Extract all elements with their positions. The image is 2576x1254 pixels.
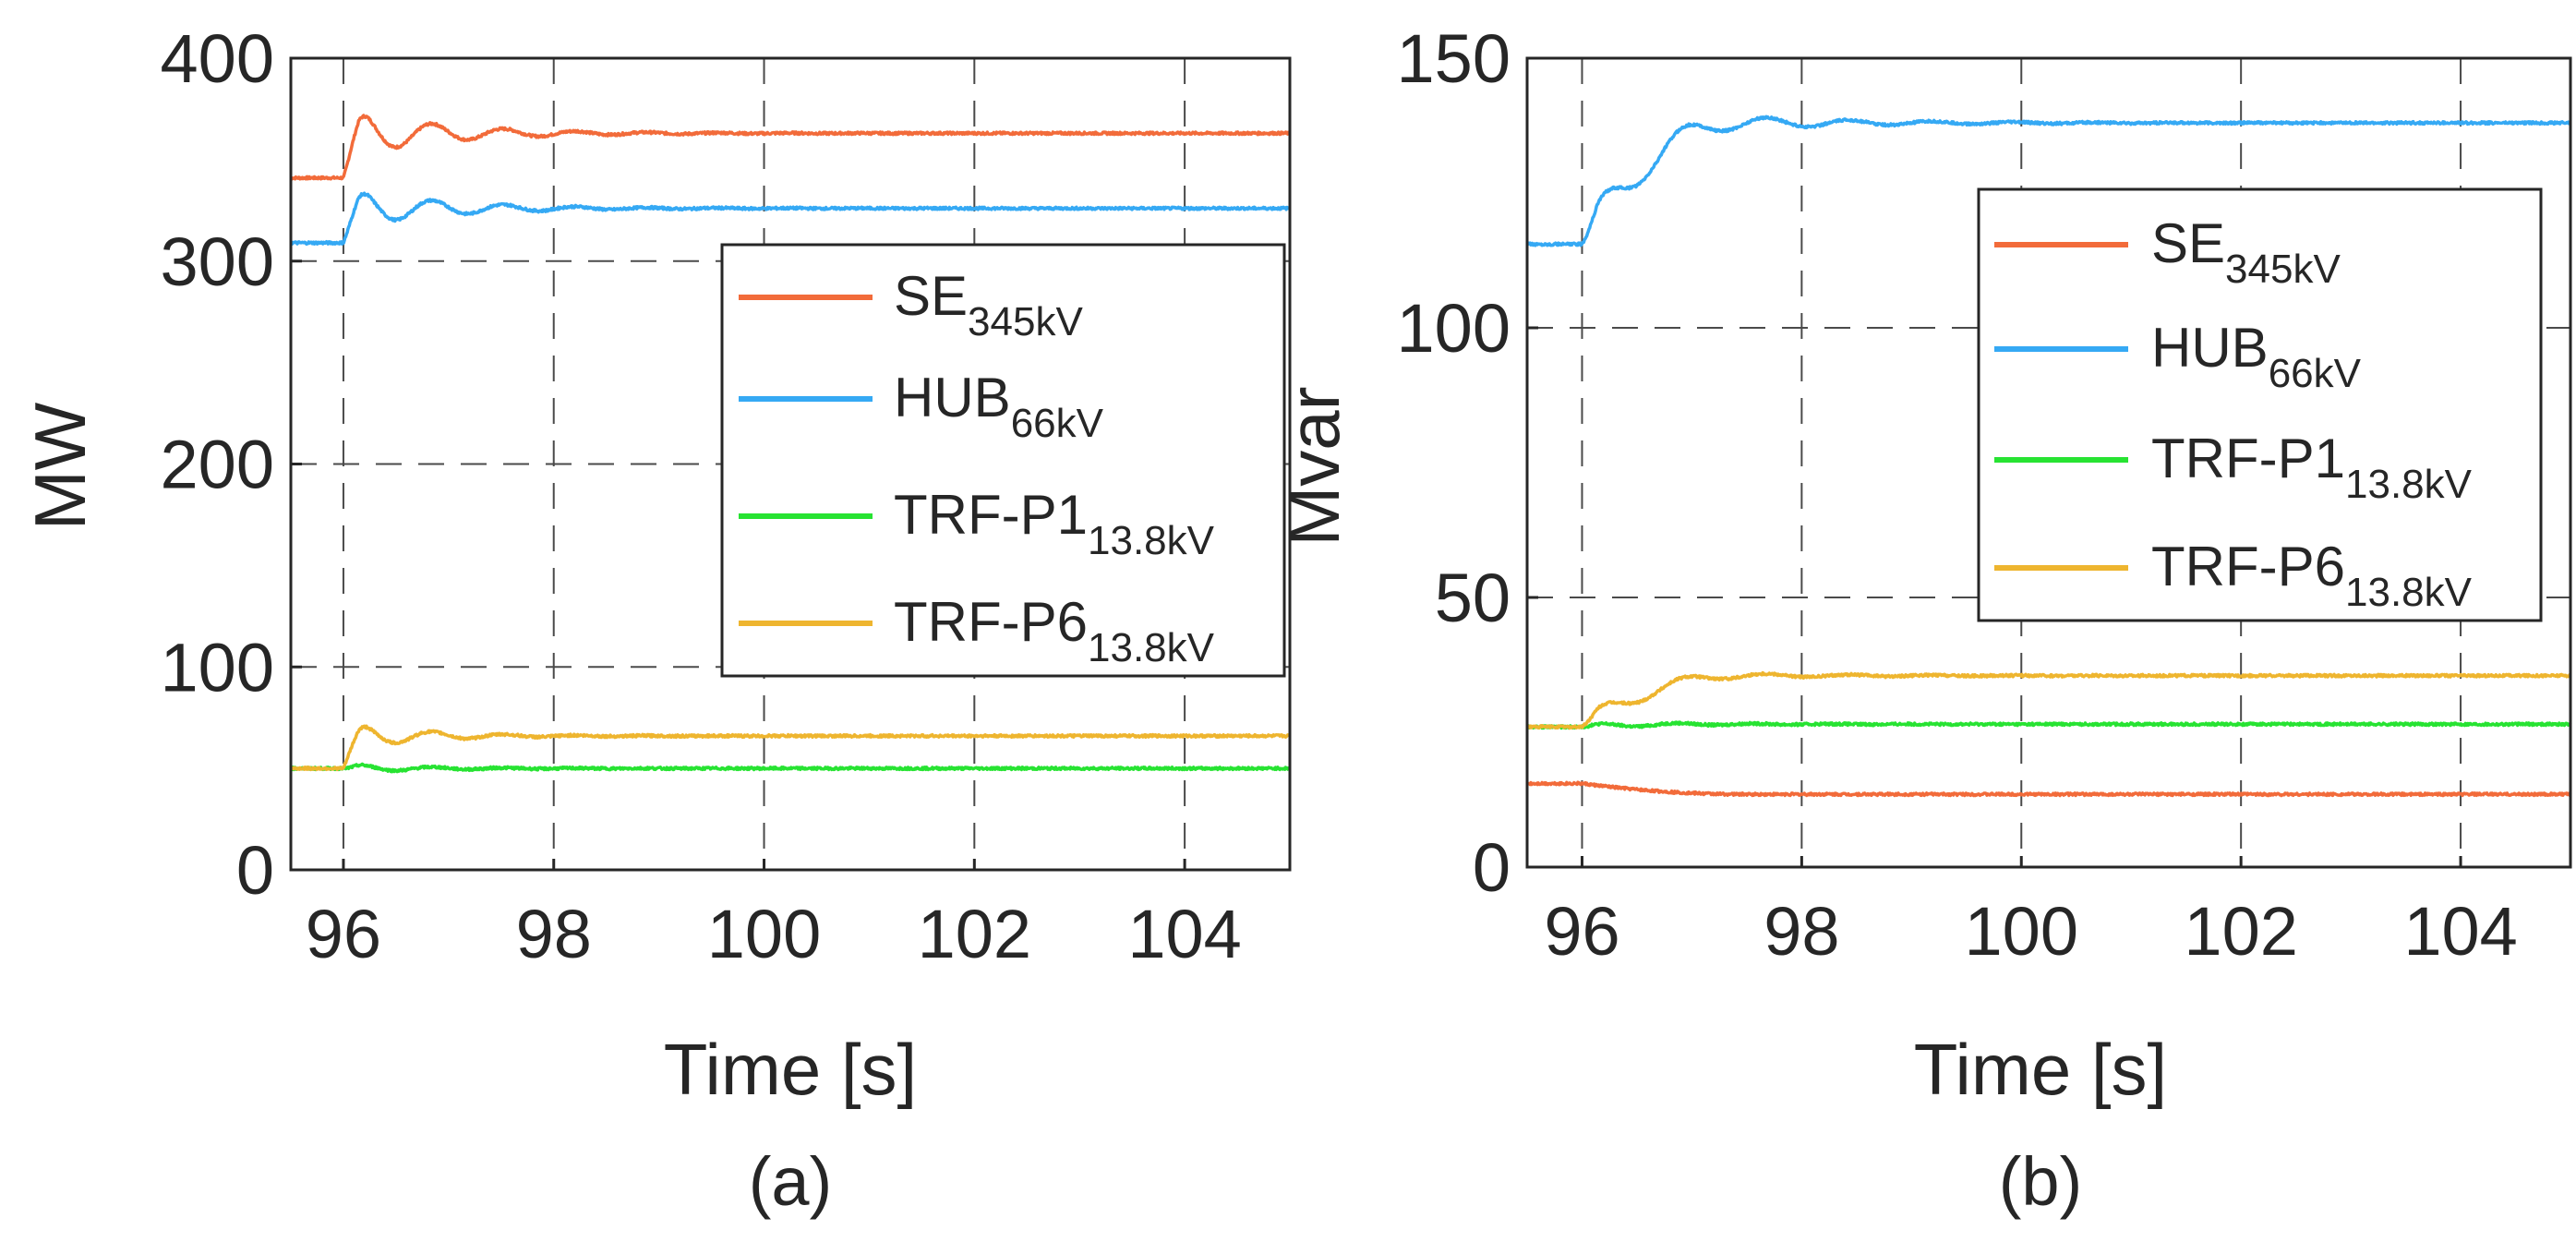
chart-a-legend-label-p6: TRF-P613.8kV (894, 591, 1215, 670)
chart-b-line-se (1525, 780, 2572, 798)
chart-b: 96 98 100 102 104 0 50 100 150 SE345kV HUB66kV T… (1273, 20, 2572, 1220)
chart-a-xtick-label: 96 (306, 896, 381, 972)
chart-b-legend-label-p1: TRF-P113.8kV (2151, 428, 2473, 507)
chart-b-xtick-label: 104 (2403, 893, 2517, 970)
chart-b-xtick-label: 100 (1965, 893, 2078, 970)
chart-b-ticks: 96 98 100 102 104 0 50 100 150 (1397, 20, 2518, 970)
chart-b-ytick-label: 100 (1397, 290, 1511, 367)
chart-b-axes-box (1525, 56, 2572, 869)
chart-b-ytick-label: 0 (1473, 829, 1511, 906)
chart-a-legend-label-p1: TRF-P113.8kV (894, 484, 1215, 563)
chart-b-ylabel: Mvar (1273, 386, 1354, 546)
chart-a-line-se (290, 114, 1292, 181)
chart-a-line-p6 (290, 724, 1291, 772)
chart-a-legend-label-se: SE345kV (894, 265, 1083, 344)
chart-b-line-hub (1525, 115, 2572, 247)
chart-b-ytick-label: 150 (1397, 20, 1511, 97)
chart-a-ytick-label: 200 (161, 427, 274, 503)
chart-a: 96 98 100 102 104 0 100 200 300 400 SE345kV HUB66… (19, 20, 1292, 1220)
chart-b-ytick-label: 50 (1435, 560, 1511, 636)
chart-b-legend-box (1977, 187, 2543, 622)
chart-a-line-p1 (290, 762, 1292, 774)
chart-a-ticks: 96 98 100 102 104 0 100 200 300 400 (161, 20, 1242, 972)
chart-a-xtick-label: 102 (918, 896, 1031, 972)
chart-b-legend-label-p6: TRF-P613.8kV (2151, 536, 2473, 615)
chart-b-legend-label-hub: HUB66kV (2151, 317, 2362, 396)
chart-a-ylabel: MW (19, 402, 101, 530)
chart-a-legend: SE345kV HUB66kV TRF-P113.8kV TRF-P613.8k… (720, 243, 1286, 678)
chart-a-xlabel: Time [s] (664, 1029, 917, 1110)
chart-b-legend: SE345kV HUB66kV TRF-P113.8kV TRF-P613.8k… (1977, 187, 2543, 622)
chart-a-ytick-label: 400 (161, 20, 274, 97)
chart-a-ytick-label: 300 (161, 223, 274, 300)
chart-a-panel-label: (a) (749, 1143, 832, 1220)
chart-a-ytick-label: 0 (236, 832, 274, 909)
chart-b-line-p6 (1526, 670, 2571, 730)
chart-a-legend-box (720, 243, 1286, 678)
chart-a-xtick-label: 100 (707, 896, 821, 972)
chart-a-lines (289, 114, 1292, 774)
chart-a-xtick-label: 104 (1127, 896, 1241, 972)
chart-a-line-hub (289, 191, 1291, 247)
chart-b-xlabel: Time [s] (1914, 1029, 2167, 1110)
chart-b-xtick-label: 96 (1544, 893, 1619, 970)
chart-a-xtick-label: 98 (516, 896, 592, 972)
chart-b-panel-label: (b) (1999, 1143, 2082, 1220)
chart-b-line-p1 (1526, 720, 2572, 730)
chart-b-lines (1525, 115, 2572, 798)
chart-b-legend-label-se: SE345kV (2151, 212, 2341, 292)
chart-b-xtick-label: 102 (2184, 893, 2297, 970)
chart-a-legend-label-hub: HUB66kV (894, 367, 1104, 446)
chart-a-ytick-label: 100 (161, 629, 274, 705)
chart-b-xtick-label: 98 (1763, 893, 1839, 970)
